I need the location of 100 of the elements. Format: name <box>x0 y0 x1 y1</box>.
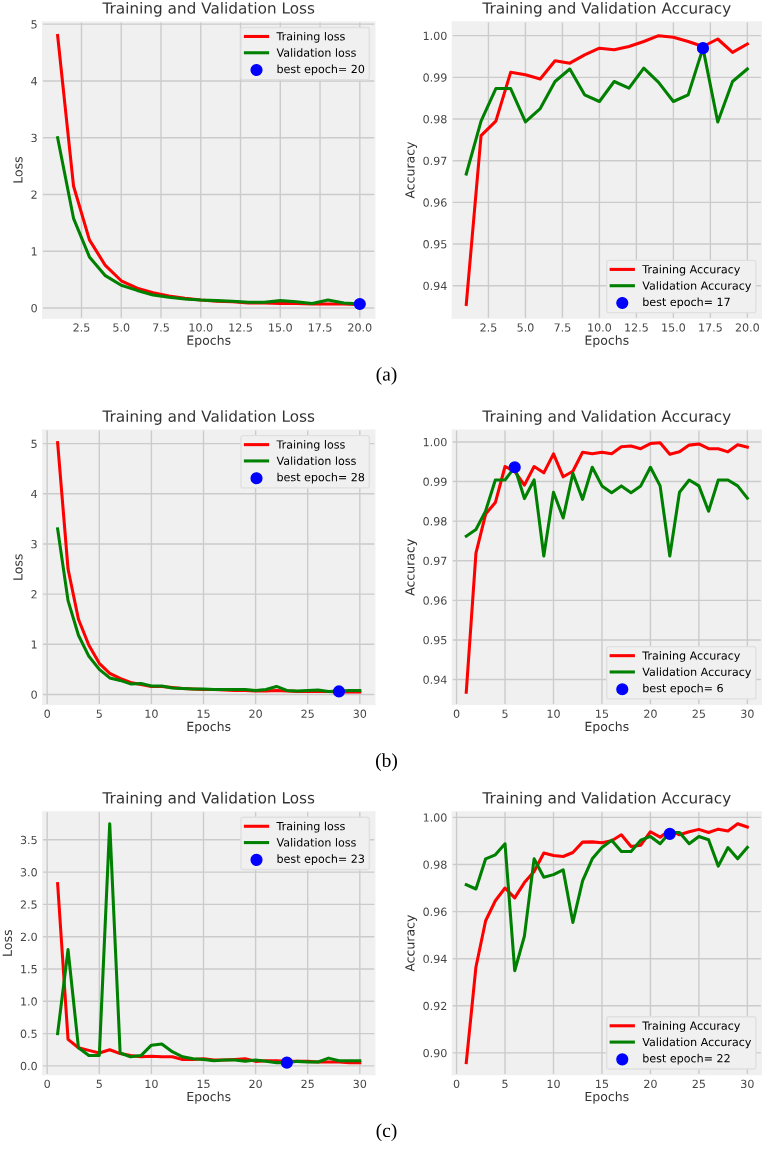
y-tick-label: 3 <box>31 133 37 143</box>
x-tick-label: 15 <box>197 709 210 718</box>
y-tick-label: 3.5 <box>20 835 37 845</box>
chart-title: Training and Validation Loss <box>102 791 315 807</box>
x-axis-title: Epochs <box>187 335 231 348</box>
x-tick-label: 25 <box>692 1079 705 1089</box>
x-tick-label: 30 <box>353 709 367 718</box>
legend-label: best epoch= 23 <box>277 854 365 866</box>
y-tick-label: 4 <box>31 489 38 498</box>
y-axis-title: Accuracy <box>405 914 418 972</box>
x-tick-label: 20 <box>249 709 262 718</box>
y-axis-title: Loss <box>13 156 23 183</box>
y-tick-label: 0.98 <box>423 860 447 869</box>
x-tick-label: 10 <box>145 1079 158 1089</box>
x-tick-label: 5 <box>502 709 508 718</box>
y-tick-label: 2.0 <box>20 932 37 942</box>
y-axis-title: Accuracy <box>405 141 418 199</box>
text: (c) <box>376 1123 397 1142</box>
x-tick-label: 15.0 <box>269 323 292 332</box>
line-series <box>464 441 749 694</box>
x-tick-label: 17.5 <box>308 323 332 332</box>
legend-label: best epoch= 6 <box>643 683 723 695</box>
x-tick-label: 10.0 <box>189 323 213 332</box>
legend-label: Validation Accuracy <box>642 281 752 292</box>
y-tick-label: 1 <box>31 247 37 256</box>
x-tick-label: 12.5 <box>625 323 648 332</box>
y-tick-label: 0.99 <box>423 73 447 82</box>
legend-label: best epoch= 22 <box>643 1053 730 1065</box>
y-tick-label: 0.90 <box>423 1048 447 1058</box>
x-axis-title: Epochs <box>585 721 629 734</box>
y-tick-label: 1.00 <box>423 31 447 41</box>
x-tick-label: 10.0 <box>588 323 612 332</box>
x-tick-label: 20 <box>644 1079 657 1089</box>
x-axis-title: Epochs <box>187 721 231 734</box>
x-tick-label: 15 <box>596 709 609 718</box>
y-tick-label: 0.94 <box>423 675 447 684</box>
y-axis-title: Loss <box>13 554 23 580</box>
x-tick-label: 0 <box>44 1079 50 1089</box>
y-tick-label: 0.95 <box>423 240 447 249</box>
y-axis-title: Loss <box>2 930 13 956</box>
chart-title: Training and Validation Loss <box>102 410 315 425</box>
y-tick-label: 1.5 <box>21 965 37 974</box>
x-tick-label: 0 <box>44 709 50 718</box>
x-tick-label: 17.5 <box>699 323 722 332</box>
y-tick-label: 0.94 <box>423 281 447 291</box>
y-tick-label: 0.96 <box>423 907 447 916</box>
x-tick-label: 12.5 <box>229 323 252 332</box>
x-tick-label: 15.0 <box>662 323 686 332</box>
legend-label: Training Accuracy <box>642 651 741 662</box>
y-tick-label: 1.0 <box>21 997 37 1006</box>
text: (a) <box>376 367 397 385</box>
legend-label: Validation loss <box>276 456 356 465</box>
y-tick-label: 0.99 <box>423 477 447 486</box>
x-tick-label: 15 <box>197 1079 210 1089</box>
y-tick-label: 0.5 <box>20 1029 37 1038</box>
y-tick-label: 1 <box>31 640 37 649</box>
x-tick-label: 15 <box>596 1079 609 1089</box>
x-tick-label: 2.5 <box>73 323 90 332</box>
y-tick-label: 0.96 <box>423 596 447 605</box>
y-tick-label: 0.97 <box>423 556 447 566</box>
x-tick-label: 20.0 <box>735 323 759 332</box>
y-tick-label: 0 <box>31 690 37 699</box>
x-tick-label: 20 <box>249 1079 262 1089</box>
chart-title: Training and Validation Accuracy <box>482 410 731 425</box>
x-tick-label: 10 <box>145 709 158 718</box>
y-tick-label: 4 <box>31 77 38 86</box>
y-tick-label: 2.5 <box>20 900 37 909</box>
y-tick-label: 0.95 <box>423 635 447 645</box>
x-tick-label: 5 <box>96 709 102 718</box>
x-tick-label: 5.0 <box>517 323 534 332</box>
legend-label: Validation loss <box>276 838 356 847</box>
x-tick-label: 7.5 <box>153 323 169 332</box>
y-tick-label: 0.98 <box>423 517 447 526</box>
chart-title: Training and Validation Accuracy <box>482 791 731 807</box>
x-tick-label: 5.0 <box>113 323 130 332</box>
x-tick-label: 20 <box>644 709 657 718</box>
x-tick-label: 2.5 <box>480 323 497 332</box>
y-tick-label: 2 <box>31 590 37 599</box>
y-tick-label: 0.97 <box>423 156 447 166</box>
legend-label: best epoch= 20 <box>277 64 365 76</box>
chart-title: Training and Validation Loss <box>102 1 315 17</box>
y-tick-label: 1.00 <box>423 437 447 447</box>
x-tick-label: 30 <box>741 1079 754 1089</box>
y-tick-label: 0.0 <box>20 1061 37 1071</box>
x-tick-label: 30 <box>353 1079 367 1089</box>
y-tick-label: 2 <box>31 190 37 199</box>
legend-label: best epoch= 28 <box>277 472 365 484</box>
legend-label: Validation loss <box>276 48 356 57</box>
x-tick-label: 30 <box>741 709 754 718</box>
x-tick-label: 5 <box>502 1079 508 1089</box>
y-tick-label: 3 <box>31 539 37 549</box>
chart-title: Training and Validation Accuracy <box>482 1 731 17</box>
legend-label: Validation Accuracy <box>642 1037 752 1049</box>
y-tick-label: 0.94 <box>423 954 447 964</box>
x-tick-label: 10 <box>547 709 560 718</box>
y-tick-label: 5 <box>31 439 37 448</box>
x-tick-label: 0 <box>453 1079 460 1089</box>
legend-label: Validation Accuracy <box>642 667 752 679</box>
x-tick-label: 25 <box>301 709 314 718</box>
x-axis-title: Epochs <box>187 1091 231 1104</box>
